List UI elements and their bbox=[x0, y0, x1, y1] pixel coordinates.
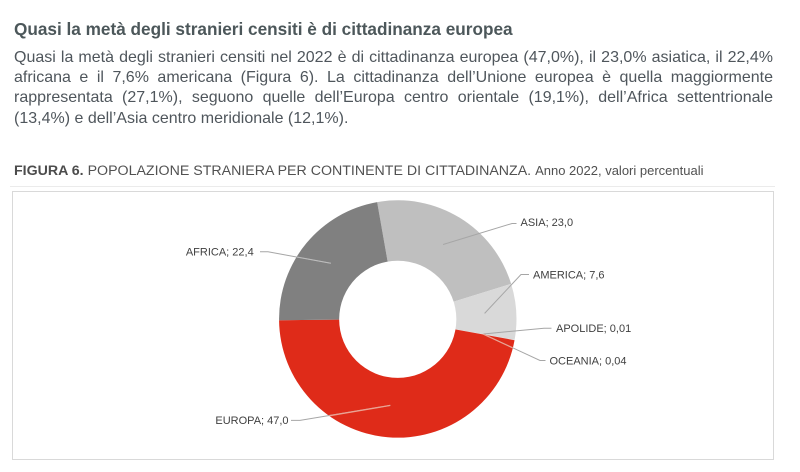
svg-text:APOLIDE; 0,01: APOLIDE; 0,01 bbox=[556, 323, 631, 335]
svg-text:AMERICA; 7,6: AMERICA; 7,6 bbox=[533, 270, 605, 282]
svg-text:ASIA; 23,0: ASIA; 23,0 bbox=[521, 217, 574, 229]
svg-text:OCEANIA; 0,04: OCEANIA; 0,04 bbox=[550, 356, 627, 368]
svg-text:AFRICA; 22,4: AFRICA; 22,4 bbox=[186, 247, 254, 259]
svg-text:EUROPA; 47,0: EUROPA; 47,0 bbox=[215, 415, 288, 427]
